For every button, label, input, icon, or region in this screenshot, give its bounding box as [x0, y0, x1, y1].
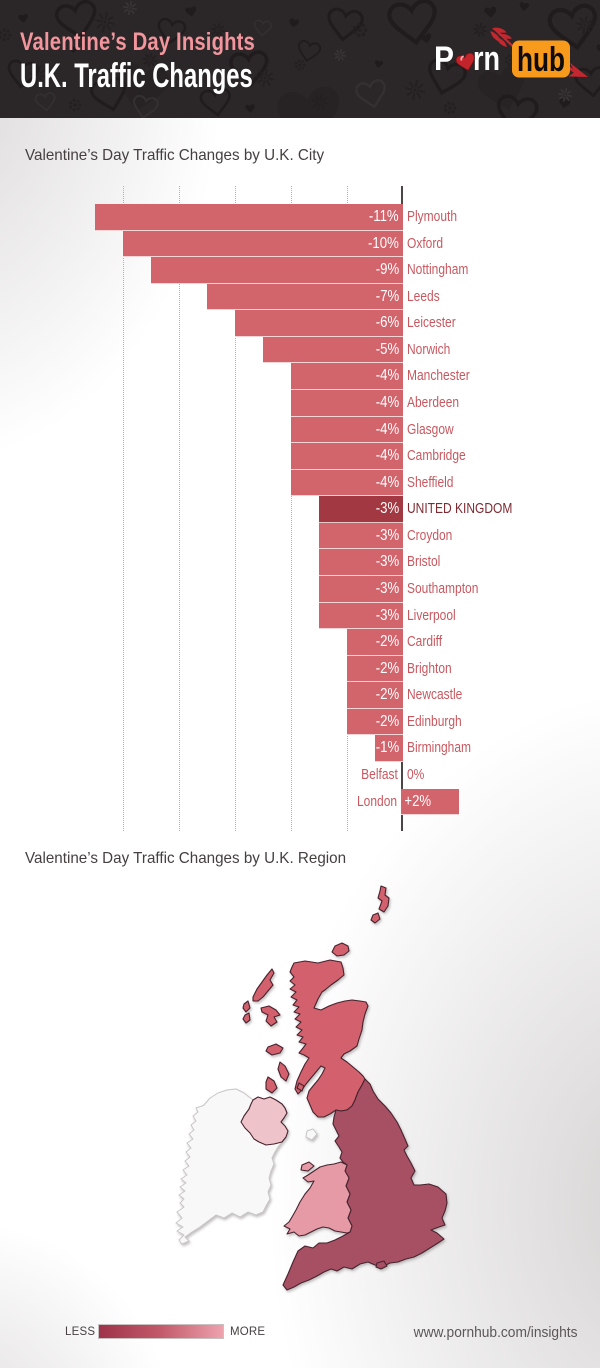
svg-text:hub: hub	[517, 41, 565, 79]
svg-text:rn: rn	[473, 40, 500, 78]
svg-text:P: P	[434, 40, 454, 78]
